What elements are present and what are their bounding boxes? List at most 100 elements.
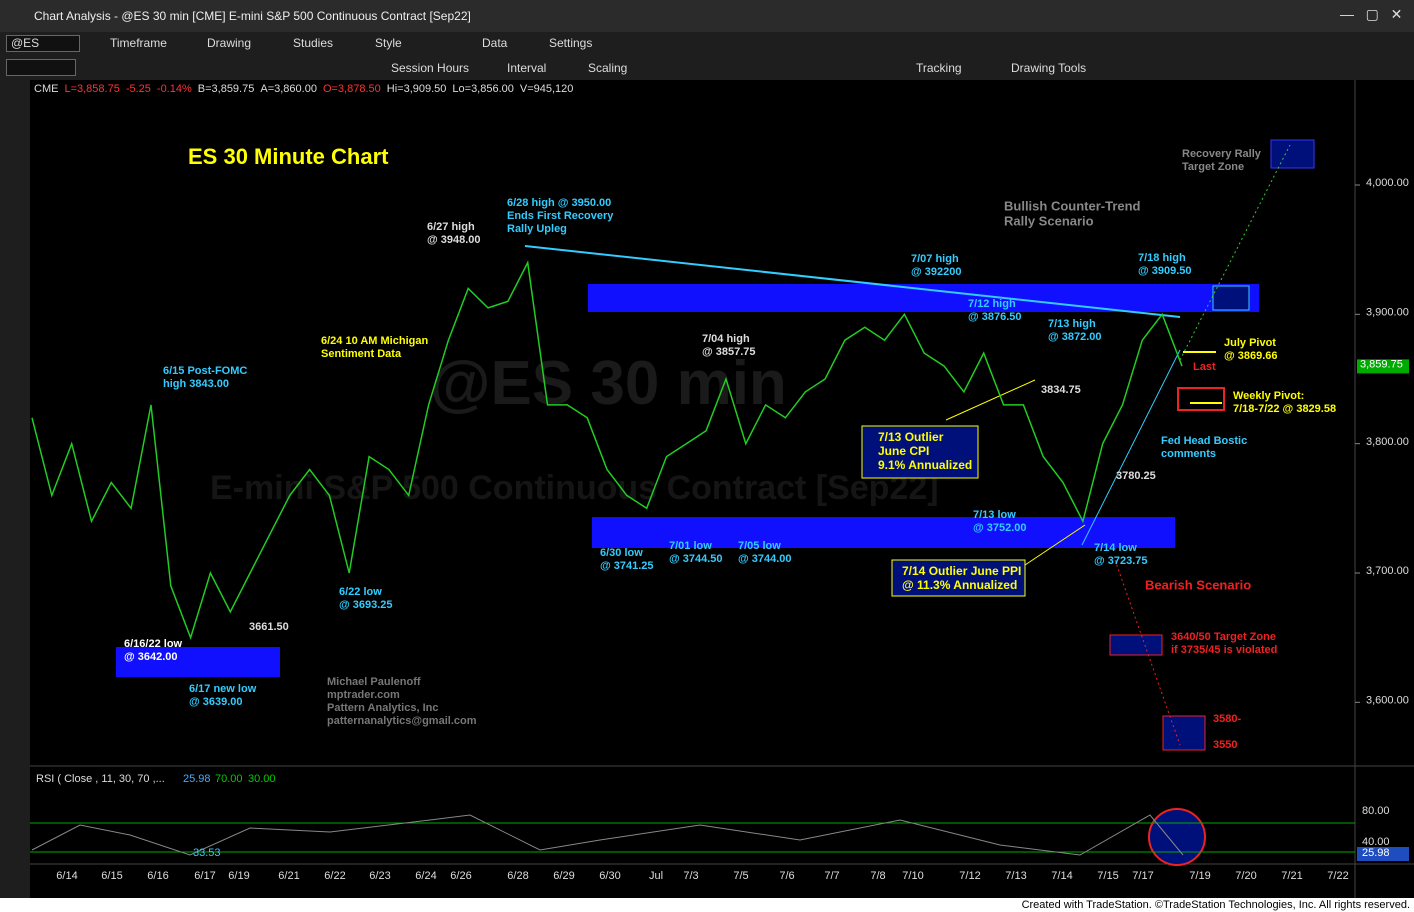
annotation: Weekly Pivot: bbox=[1233, 390, 1304, 402]
annotation: 6/22 low bbox=[339, 586, 382, 598]
annotation: Bullish Counter-Trend bbox=[1004, 199, 1141, 214]
x-tick-label: 6/24 bbox=[415, 870, 436, 882]
annotation: patternanalytics@gmail.com bbox=[327, 715, 477, 727]
annotation: high 3843.00 bbox=[163, 378, 229, 390]
annotation: Rally Scenario bbox=[1004, 214, 1094, 229]
rsi-highlight bbox=[1148, 808, 1206, 866]
x-tick-label: 7/6 bbox=[779, 870, 794, 882]
annotation: 3550 bbox=[1213, 739, 1237, 751]
watermark: E-mini S&P 500 Continuous Contract [Sep2… bbox=[210, 469, 939, 507]
annotation: July Pivot bbox=[1224, 337, 1276, 349]
quote-field: CME bbox=[34, 83, 59, 95]
left-toolbar bbox=[0, 80, 30, 898]
annotation: 7/14 low bbox=[1094, 542, 1137, 554]
annotation: 3580- bbox=[1213, 713, 1241, 725]
price-line bbox=[31, 260, 1183, 641]
callout-text: June CPI bbox=[878, 444, 929, 458]
toolbar-button[interactable]: Drawing Tools bbox=[1011, 61, 1087, 75]
y-tick-label: 3,900.00 bbox=[1366, 307, 1409, 319]
trend-line bbox=[524, 245, 1181, 318]
rsi-current: 25.98 bbox=[1362, 847, 1390, 859]
x-tick-label: 7/10 bbox=[902, 870, 923, 882]
x-tick-label: 7/7 bbox=[824, 870, 839, 882]
toolbar-button[interactable]: Scaling bbox=[588, 61, 628, 75]
rsi-value: 25.98 bbox=[183, 773, 211, 785]
toolbar-button[interactable]: Interval bbox=[507, 61, 547, 75]
quote-field: -0.14% bbox=[156, 83, 192, 95]
callout-box bbox=[891, 559, 1026, 597]
y-tick-label: 3,600.00 bbox=[1366, 695, 1409, 707]
quote-field: A=3,860.00 bbox=[260, 83, 317, 95]
quote-field: B=3,859.75 bbox=[197, 83, 255, 95]
toolbar-button[interactable]: Studies bbox=[293, 36, 334, 50]
annotation: 7/18 high bbox=[1138, 252, 1186, 264]
symbol-box[interactable]: @ES bbox=[6, 35, 80, 52]
quote-field: Lo=3,856.00 bbox=[452, 83, 514, 95]
callout-text: 9.1% Annualized bbox=[878, 458, 972, 472]
y-tick-label: 4,000.00 bbox=[1366, 177, 1409, 189]
annotation: 6/28 high @ 3950.00 bbox=[507, 197, 611, 209]
target-box bbox=[1162, 715, 1206, 751]
x-tick-label: 7/19 bbox=[1189, 870, 1210, 882]
rsi-upper: 70.00 bbox=[215, 773, 243, 785]
callout-line bbox=[1024, 524, 1086, 566]
rsi-label: RSI ( Close , 11, 30, 70 ,... bbox=[36, 773, 165, 785]
interval-box[interactable] bbox=[6, 59, 76, 76]
quote-field: L=3,858.75 bbox=[64, 83, 120, 95]
footer-bar: Created with TradeStation. ©TradeStation… bbox=[0, 898, 1414, 912]
x-tick-label: 7/14 bbox=[1051, 870, 1072, 882]
annotation: 7/04 high bbox=[702, 333, 750, 345]
x-tick-label: 6/19 bbox=[228, 870, 249, 882]
footer-text: Created with TradeStation. ©TradeStation… bbox=[1021, 899, 1410, 911]
support-zone bbox=[592, 517, 1175, 548]
quote-field: Hi=3,909.50 bbox=[386, 83, 447, 95]
y-tick-label: 3,800.00 bbox=[1366, 436, 1409, 448]
annotation: 6/24 10 AM Michigan bbox=[321, 335, 428, 347]
trend-line bbox=[1081, 349, 1181, 546]
annotation: 3834.75 bbox=[1041, 384, 1081, 396]
toolbar-button[interactable]: Data bbox=[482, 36, 508, 50]
x-tick-label: 7/17 bbox=[1132, 870, 1153, 882]
window-controls[interactable]: — ▢ ✕ bbox=[1340, 6, 1403, 22]
x-tick-label: 7/12 bbox=[959, 870, 980, 882]
x-tick-label: 7/13 bbox=[1005, 870, 1026, 882]
x-tick-label: 6/22 bbox=[324, 870, 345, 882]
x-tick-label: 6/30 bbox=[599, 870, 620, 882]
last-price: 3,859.75 bbox=[1360, 359, 1403, 371]
toolbar-secondary: Session Hours Interval Scaling Tracking Draw… bbox=[0, 55, 1414, 80]
toolbar-button[interactable]: Timeframe bbox=[110, 36, 167, 50]
x-tick-label: 6/17 bbox=[194, 870, 215, 882]
rsi-lower: 30.00 bbox=[248, 773, 276, 785]
annotation: Last bbox=[1193, 361, 1216, 373]
pivot-box bbox=[1177, 387, 1225, 411]
annotation: Target Zone bbox=[1182, 161, 1244, 173]
toolbar-button[interactable]: Settings bbox=[549, 36, 593, 50]
target-box bbox=[1270, 139, 1315, 169]
toolbar-button[interactable]: Tracking bbox=[916, 61, 962, 75]
annotation: 7/01 low bbox=[669, 540, 712, 552]
annotation: @ 392200 bbox=[911, 266, 962, 278]
rsi-current-box bbox=[1357, 847, 1409, 861]
toolbar-button[interactable]: Style bbox=[375, 36, 402, 50]
x-tick-label: 7/21 bbox=[1281, 870, 1302, 882]
x-tick-label: 6/15 bbox=[101, 870, 122, 882]
rsi-axis-label: 80.00 bbox=[1362, 805, 1390, 817]
annotation: @ 3909.50 bbox=[1138, 265, 1192, 277]
annotation: comments bbox=[1161, 448, 1216, 460]
toolbar-main: @ES Timeframe Drawing Studies Style Data Sett… bbox=[0, 32, 1414, 55]
toolbar-button[interactable]: Drawing bbox=[207, 36, 252, 50]
toolbar-button[interactable]: Session Hours bbox=[391, 61, 470, 75]
annotation: Sentiment Data bbox=[321, 348, 402, 360]
annotation: 6/16/22 low bbox=[124, 638, 183, 650]
quote-field: O=3,878.50 bbox=[322, 83, 381, 95]
x-tick-label: 7/22 bbox=[1327, 870, 1348, 882]
annotation: 6/17 new low bbox=[189, 683, 257, 695]
annotation: Michael Paulenoff bbox=[327, 676, 421, 688]
annotation: @ 3723.75 bbox=[1094, 555, 1148, 567]
annotation: @ 3741.25 bbox=[600, 560, 654, 572]
x-tick-label: 6/26 bbox=[450, 870, 471, 882]
projection bbox=[1179, 144, 1291, 361]
window-title: Chart Analysis - @ES 30 min [CME] E-mini… bbox=[34, 9, 471, 23]
annotation: @ 3857.75 bbox=[702, 346, 756, 358]
